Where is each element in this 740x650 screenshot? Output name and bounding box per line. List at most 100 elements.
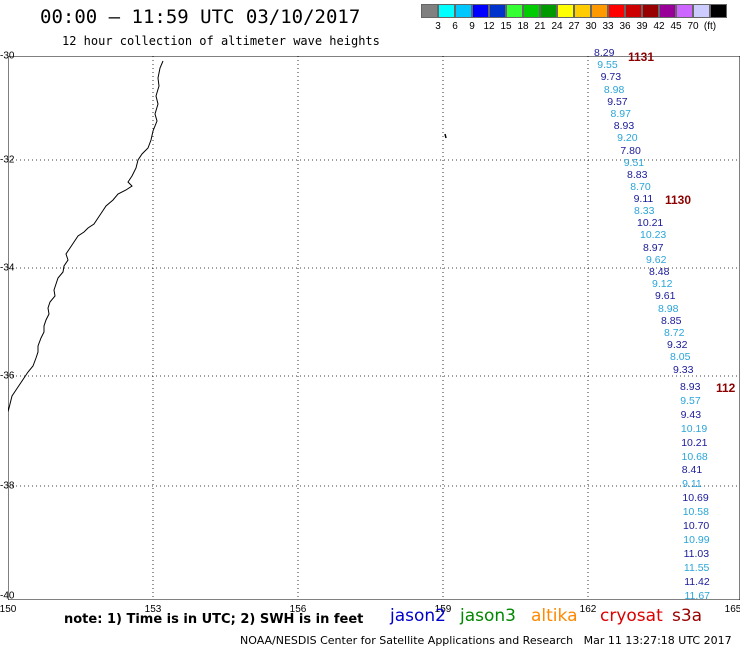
color-swatch xyxy=(676,4,693,18)
longitude-label: 165 xyxy=(724,604,740,615)
color-scale xyxy=(421,4,727,18)
wave-height-value: 8.70 xyxy=(630,181,651,194)
color-swatch xyxy=(557,4,574,18)
wave-height-value: 11.42 xyxy=(684,575,710,588)
color-scale-label: 21 xyxy=(534,21,546,32)
wave-height-value: 9.20 xyxy=(617,132,638,145)
color-scale-label: 27 xyxy=(568,21,580,32)
wave-height-value: 8.05 xyxy=(670,351,691,364)
color-swatch xyxy=(523,4,540,18)
wave-height-value: 11.03 xyxy=(683,547,710,560)
orbit-number-label: 1130 xyxy=(665,193,692,207)
longitude-label: 150 xyxy=(0,604,17,615)
wave-height-value: 9.32 xyxy=(667,339,688,352)
wave-height-value: 9.61 xyxy=(655,290,676,303)
legend-jason3: jason3 xyxy=(460,606,516,626)
color-scale-label: 39 xyxy=(636,21,648,32)
longitude-label: 162 xyxy=(579,604,597,615)
latitude-label: -40 xyxy=(0,590,15,602)
color-swatch xyxy=(421,4,438,18)
wave-height-value: 10.68 xyxy=(681,450,708,463)
latitude-label: -36 xyxy=(0,370,15,382)
wave-height-value: 10.69 xyxy=(682,492,709,505)
wave-height-value: 9.33 xyxy=(673,363,694,376)
orbit-number-label: 112 xyxy=(716,381,736,395)
wave-height-value: 10.21 xyxy=(681,436,708,449)
wave-height-value: 8.83 xyxy=(627,169,648,181)
wave-height-value: 11.55 xyxy=(683,561,710,574)
wave-height-value: 9.73 xyxy=(600,71,622,84)
wave-height-value: 9.62 xyxy=(646,253,667,266)
color-scale-label: 70 xyxy=(687,21,699,32)
legend-s3a: s3a xyxy=(672,606,703,626)
color-swatch xyxy=(472,4,489,18)
wave-height-value: 8.98 xyxy=(603,83,625,96)
wave-height-value: 8.33 xyxy=(634,205,655,217)
color-swatch xyxy=(455,4,472,18)
color-swatch xyxy=(625,4,642,18)
wave-height-value: 8.85 xyxy=(661,314,682,327)
latitude-label: -30 xyxy=(0,50,15,62)
color-scale-label: 3 xyxy=(435,21,441,32)
orbit-number-label: 1131 xyxy=(628,50,655,64)
wave-height-value: 8.97 xyxy=(610,108,631,120)
wave-height-value: 10.99 xyxy=(683,533,710,546)
wave-height-value: 11.67 xyxy=(684,589,711,602)
color-scale-label: 24 xyxy=(551,21,563,32)
color-scale-label: 42 xyxy=(653,21,665,32)
color-scale-label: 6 xyxy=(452,21,458,32)
coastline xyxy=(8,60,164,413)
color-scale-label: 9 xyxy=(469,21,475,32)
latitude-label: -32 xyxy=(0,154,15,166)
color-scale-label: 45 xyxy=(670,21,682,32)
wave-height-value: 8.97 xyxy=(643,241,664,254)
color-scale-label: 18 xyxy=(517,21,529,32)
grid-lines xyxy=(8,56,740,600)
wave-height-value: 7.80 xyxy=(620,144,641,157)
legend-jason2: jason2 xyxy=(390,606,446,626)
wave-height-value: 9.12 xyxy=(652,278,673,291)
map-canvas xyxy=(8,56,740,600)
wave-height-value: 8.98 xyxy=(658,302,679,315)
longitude-label: 156 xyxy=(289,604,307,615)
wave-height-value: 8.41 xyxy=(681,464,703,477)
longitude-label: 159 xyxy=(434,604,452,615)
color-swatch xyxy=(574,4,591,18)
color-swatch xyxy=(540,4,557,18)
footer-note: note: 1) Time is in UTC; 2) SWH is in fe… xyxy=(64,612,364,627)
wave-height-value: 9.57 xyxy=(607,95,628,108)
map-plot xyxy=(8,56,740,600)
color-swatch xyxy=(659,4,676,18)
map-title: 00:00 – 11:59 UTC 03/10/2017 xyxy=(40,6,361,28)
wave-height-value: 9.11 xyxy=(633,193,654,206)
color-swatch xyxy=(489,4,506,18)
wave-height-value: 9.11 xyxy=(682,478,702,491)
color-scale-label: 36 xyxy=(619,21,631,32)
color-swatch xyxy=(438,4,455,18)
color-swatch xyxy=(642,4,659,18)
wave-height-value: 8.93 xyxy=(680,381,701,393)
credit-line: NOAA/NESDIS Center for Satellite Applica… xyxy=(240,634,732,647)
wave-height-value: 10.58 xyxy=(682,506,709,519)
color-scale-label: 12 xyxy=(483,21,495,32)
wave-height-value: 8.48 xyxy=(649,266,670,278)
wave-height-value: 10.70 xyxy=(683,520,710,532)
map-frame xyxy=(8,56,740,600)
color-scale-label: 30 xyxy=(585,21,597,32)
wave-height-value: 8.93 xyxy=(613,120,635,133)
wave-height-value: 10.23 xyxy=(640,229,667,242)
wave-height-value: 9.55 xyxy=(597,59,618,72)
wave-height-value: 9.51 xyxy=(623,156,645,169)
wave-height-value: 9.43 xyxy=(680,408,702,421)
wave-height-value: 10.21 xyxy=(637,217,664,230)
color-swatch xyxy=(506,4,523,18)
color-swatch xyxy=(608,4,625,18)
wave-height-value: 9.57 xyxy=(680,394,701,407)
wave-height-value: 8.29 xyxy=(594,47,615,59)
wave-height-value: 10.19 xyxy=(680,422,708,435)
color-scale-label: 15 xyxy=(500,21,512,32)
island-marker xyxy=(444,133,447,139)
latitude-label: -38 xyxy=(0,480,15,492)
color-swatch xyxy=(710,4,727,18)
longitude-label: 153 xyxy=(144,604,162,615)
